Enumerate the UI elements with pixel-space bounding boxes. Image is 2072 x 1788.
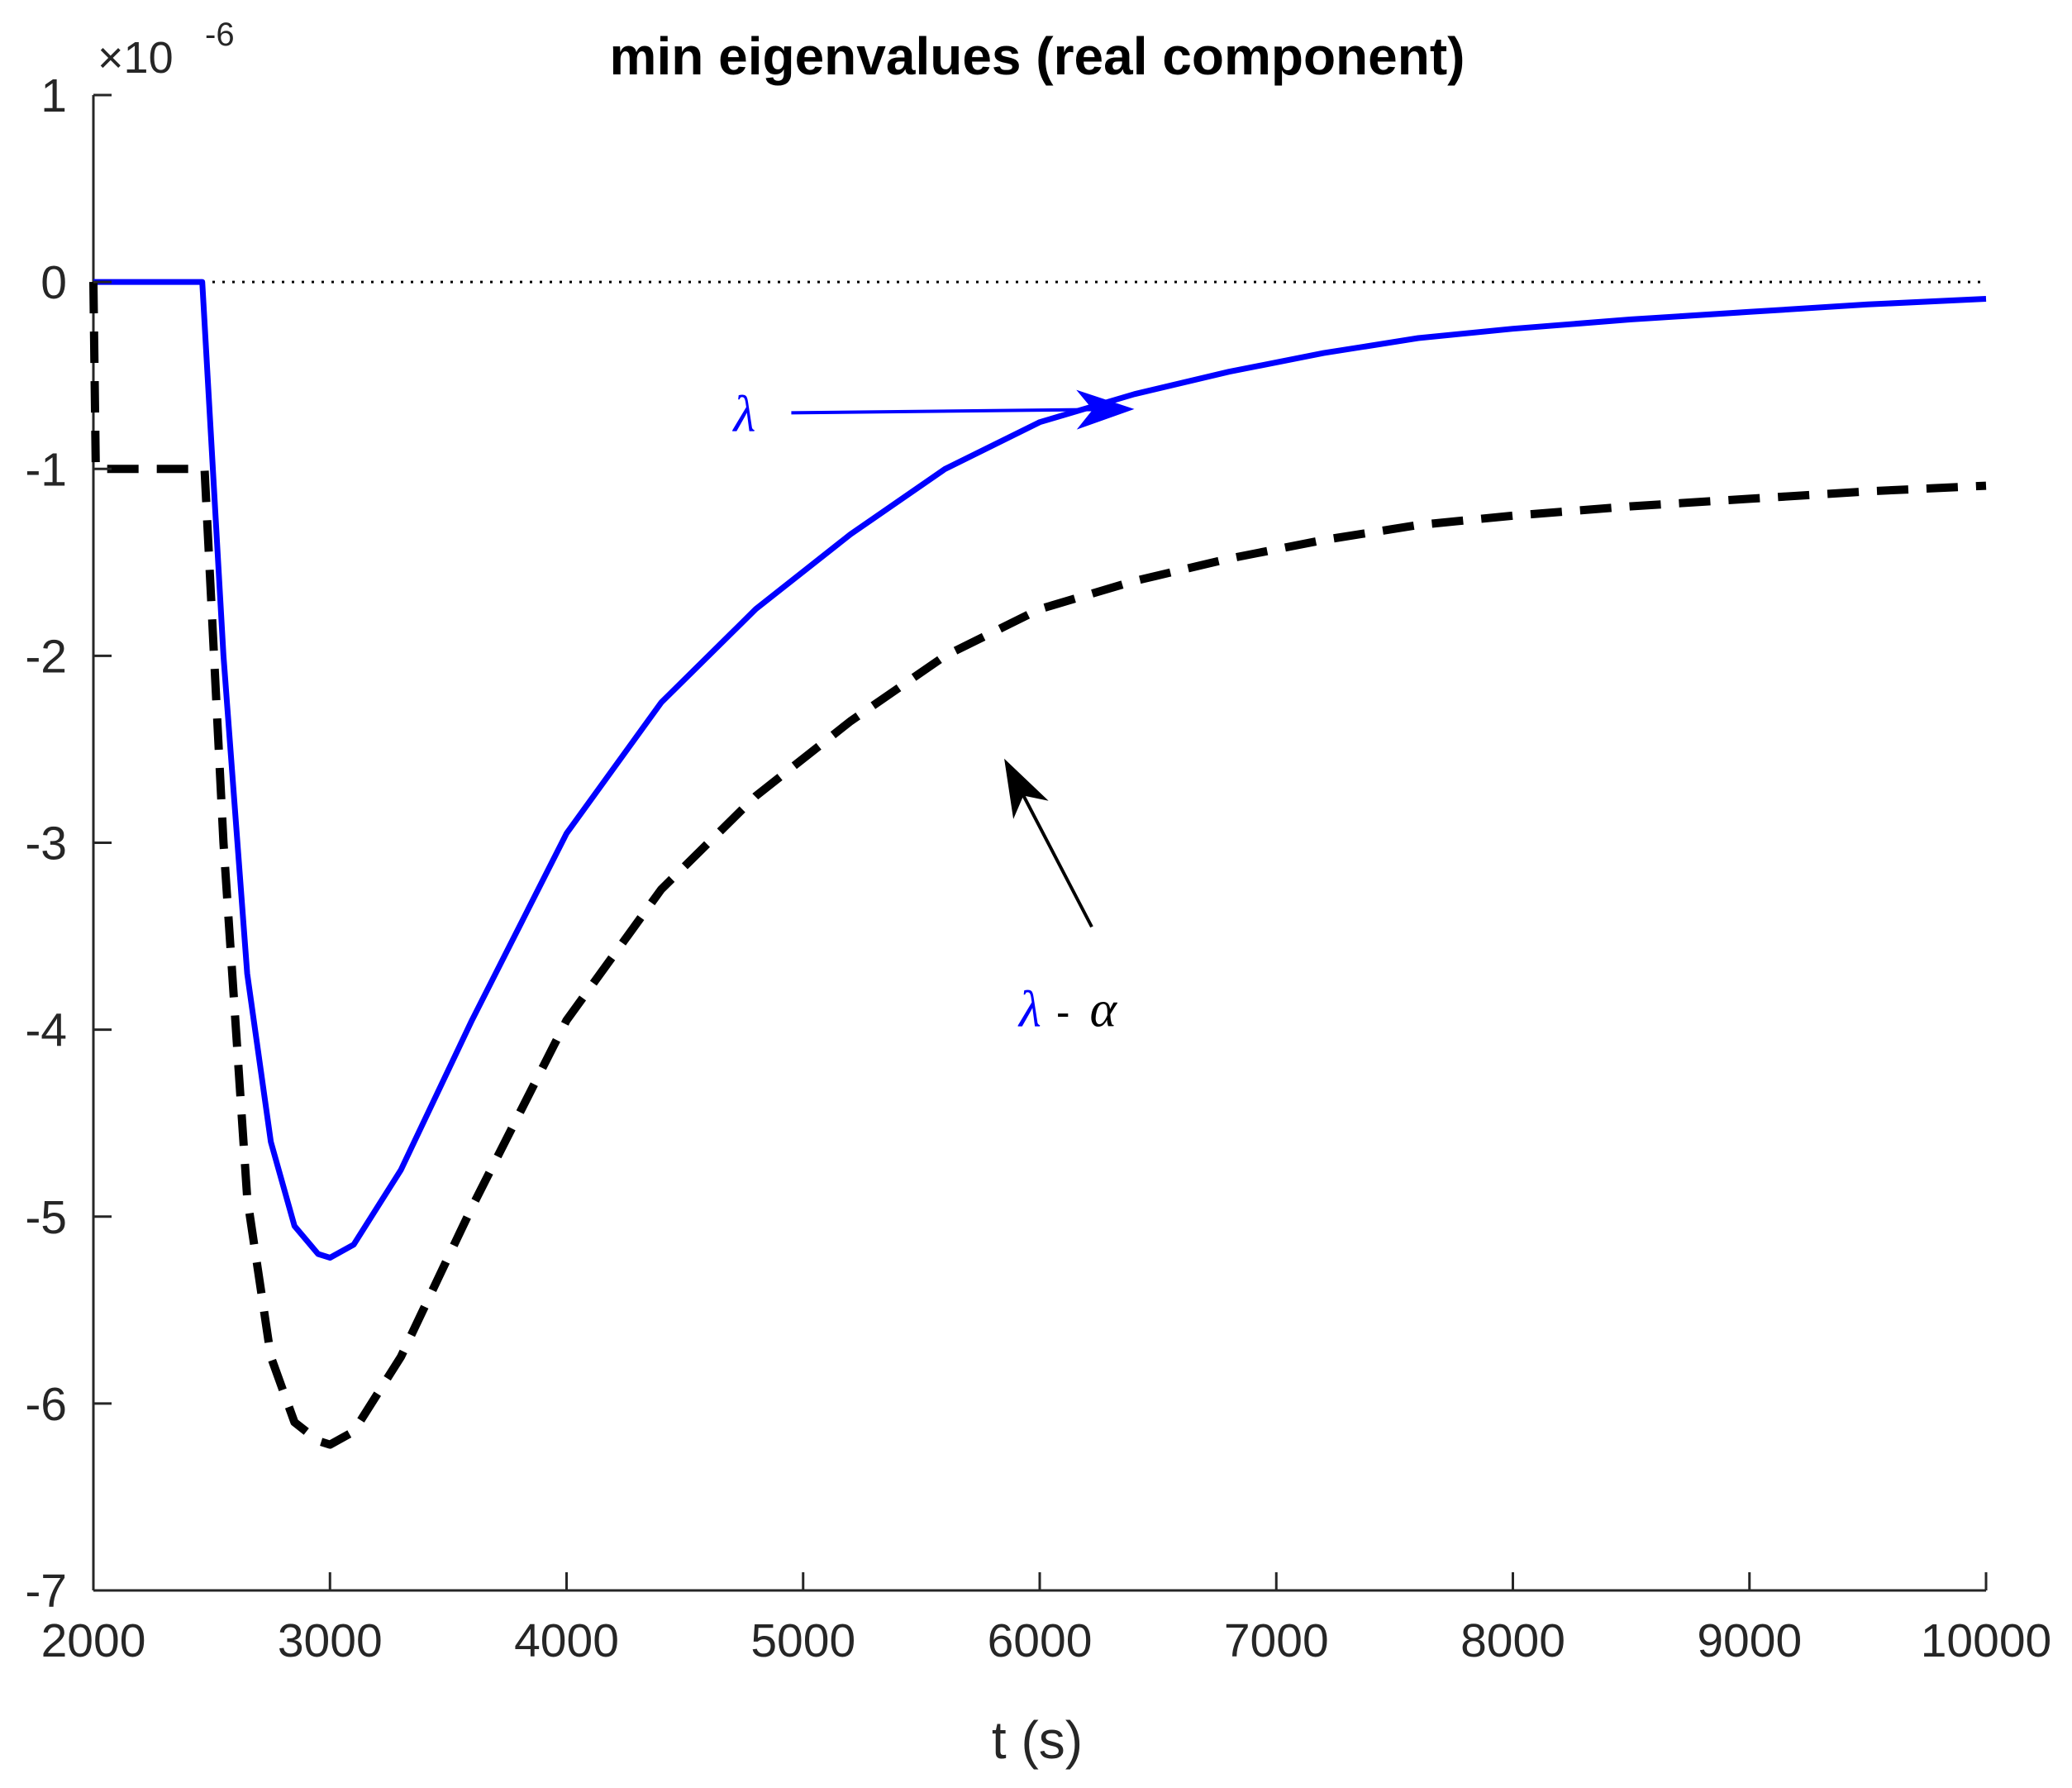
axes-frame xyxy=(92,95,1986,1592)
lambda-minus-alpha-arrow xyxy=(1022,794,1093,928)
x-tick-label: 2000 xyxy=(41,1614,146,1667)
lambda-arrow xyxy=(791,408,1093,415)
x-tick-label: 10000 xyxy=(1921,1614,2052,1667)
lambda-arrow-head xyxy=(1076,389,1135,430)
annotation-alpha-part: α xyxy=(1089,981,1117,1037)
y-multiplier-exponent: -6 xyxy=(205,17,235,53)
y-tick-label: 0 xyxy=(40,256,67,309)
x-axis-label: t (s) xyxy=(992,1710,1083,1770)
annotation-minus-part: - xyxy=(1056,989,1070,1035)
lambda-annotation: λ xyxy=(731,386,755,442)
lambda-minus-alpha-annotation: λ - α xyxy=(1017,981,1118,1037)
series-lambda-minus-alpha-line xyxy=(89,282,1987,1449)
y-ticks: 1 0 -1 -2 -3 -4 -5 -6 -7 xyxy=(25,69,112,1618)
x-tick-label: 9000 xyxy=(1697,1614,1802,1667)
annotation-layer: λ λ - α xyxy=(731,386,1135,1037)
y-tick-label: -7 xyxy=(25,1565,67,1618)
y-tick-label: -2 xyxy=(25,630,67,683)
y-tick-label: -3 xyxy=(25,818,67,870)
x-tick-label: 5000 xyxy=(750,1614,855,1667)
chart-title: min eigenvalues (real component) xyxy=(610,26,1465,86)
x-tick-label: 4000 xyxy=(514,1614,619,1667)
x-tick-label: 6000 xyxy=(988,1614,1093,1667)
x-tick-label: 7000 xyxy=(1224,1614,1329,1667)
x-tick-label: 3000 xyxy=(278,1614,383,1667)
y-tick-label: -5 xyxy=(25,1191,67,1244)
y-multiplier: ×10 -6 xyxy=(98,17,235,83)
y-tick-label: -6 xyxy=(25,1378,67,1431)
lambda-minus-alpha-arrow-head xyxy=(1004,758,1049,819)
y-tick-label: -4 xyxy=(25,1004,67,1057)
y-tick-label: 1 xyxy=(40,69,67,122)
y-multiplier-base: ×10 xyxy=(98,33,174,83)
annotation-lambda-part: λ xyxy=(1017,981,1041,1037)
x-tick-label: 8000 xyxy=(1460,1614,1565,1667)
y-tick-label: -1 xyxy=(25,443,67,496)
series-layer xyxy=(89,279,1987,1449)
x-ticks: 2000 3000 4000 5000 6000 7000 8000 9000 10000 xyxy=(41,1572,2052,1667)
series-lambda-line xyxy=(93,279,1987,1261)
